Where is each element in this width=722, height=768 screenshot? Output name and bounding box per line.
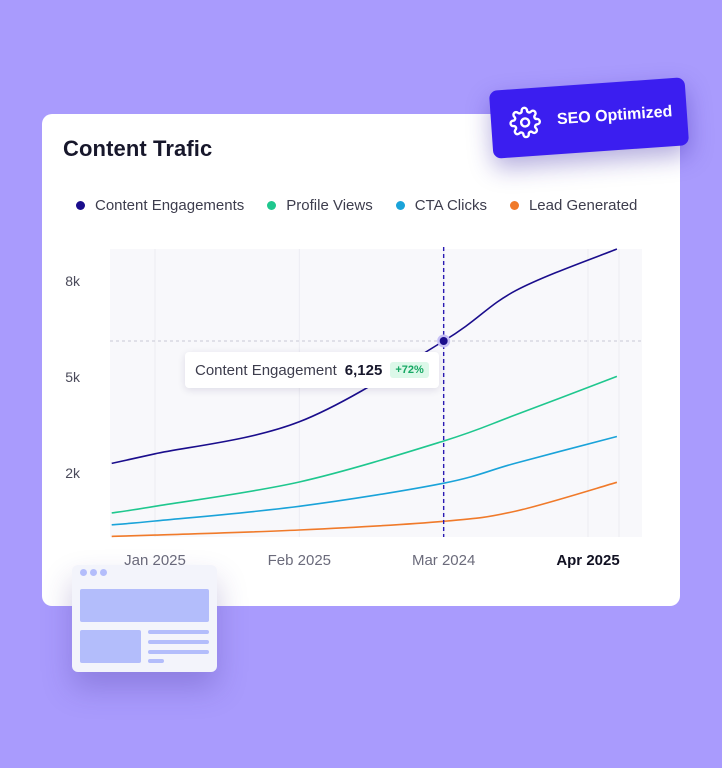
tooltip-change-badge: +72%: [390, 362, 429, 378]
series-line-lead-generated: [111, 481, 618, 538]
legend-dot-profile-views: [267, 201, 277, 210]
card-title: Content Trafic: [63, 136, 213, 161]
legend-label-cta-clicks: CTA Clicks: [414, 197, 487, 214]
legend-item-profile-views[interactable]: Profile Views: [267, 197, 373, 214]
window-text-line: [148, 650, 209, 654]
series-line-profile-views: [111, 375, 618, 514]
legend-item-engagements[interactable]: Content Engagements: [76, 197, 244, 214]
legend-dot-lead-generated: [509, 201, 519, 210]
hover-tooltip: Content Engagement 6,125 +72%: [185, 352, 439, 388]
window-text-line: [148, 640, 209, 644]
legend-dot-cta-clicks: [395, 201, 405, 210]
content-traffic-card: Content Trafic Content Engagements Profi…: [42, 114, 680, 606]
tooltip-value: 6,125: [344, 361, 383, 379]
window-dot: [80, 569, 87, 576]
y-tick-label: 8k: [65, 273, 81, 289]
legend-label-lead-generated: Lead Generated: [528, 197, 638, 214]
x-tick-label: Jan 2025: [124, 552, 186, 569]
legend-item-cta-clicks[interactable]: CTA Clicks: [395, 197, 487, 214]
x-tick-label: Mar 2024: [412, 552, 475, 569]
seo-badge-label: SEO Optimized: [556, 103, 673, 129]
x-tick-label: Feb 2025: [268, 552, 331, 569]
seo-optimized-badge: SEO Optimized: [488, 77, 690, 159]
gear-icon: [509, 106, 541, 139]
legend-item-lead-generated[interactable]: Lead Generated: [509, 197, 638, 214]
window-hero-block: [80, 589, 209, 622]
window-dot: [100, 569, 107, 576]
tooltip-label: Content Engagement: [195, 361, 337, 379]
x-tick-label: Apr 2025: [556, 552, 619, 569]
plot-area: [110, 249, 642, 537]
browser-window-illustration: [72, 565, 217, 672]
series-line-cta-clicks: [111, 435, 618, 526]
legend-label-profile-views: Profile Views: [286, 197, 373, 214]
window-dot: [90, 569, 97, 576]
legend-label-engagements: Content Engagements: [95, 197, 245, 214]
window-image-block: [80, 630, 141, 663]
legend-dot-engagements: [76, 201, 85, 210]
window-text-line: [148, 630, 209, 634]
y-tick-label: 5k: [65, 369, 81, 385]
window-dots: [80, 569, 107, 576]
chart-legend: Content Engagements Profile Views CTA Cl…: [76, 197, 637, 214]
window-text-line: [148, 659, 164, 663]
y-tick-label: 2k: [65, 465, 81, 481]
line-chart: 2k 5k 8k Jan 2025 Feb 2025 Mar 2024 Apr 2025: [65, 247, 642, 569]
hover-point: [439, 337, 448, 345]
